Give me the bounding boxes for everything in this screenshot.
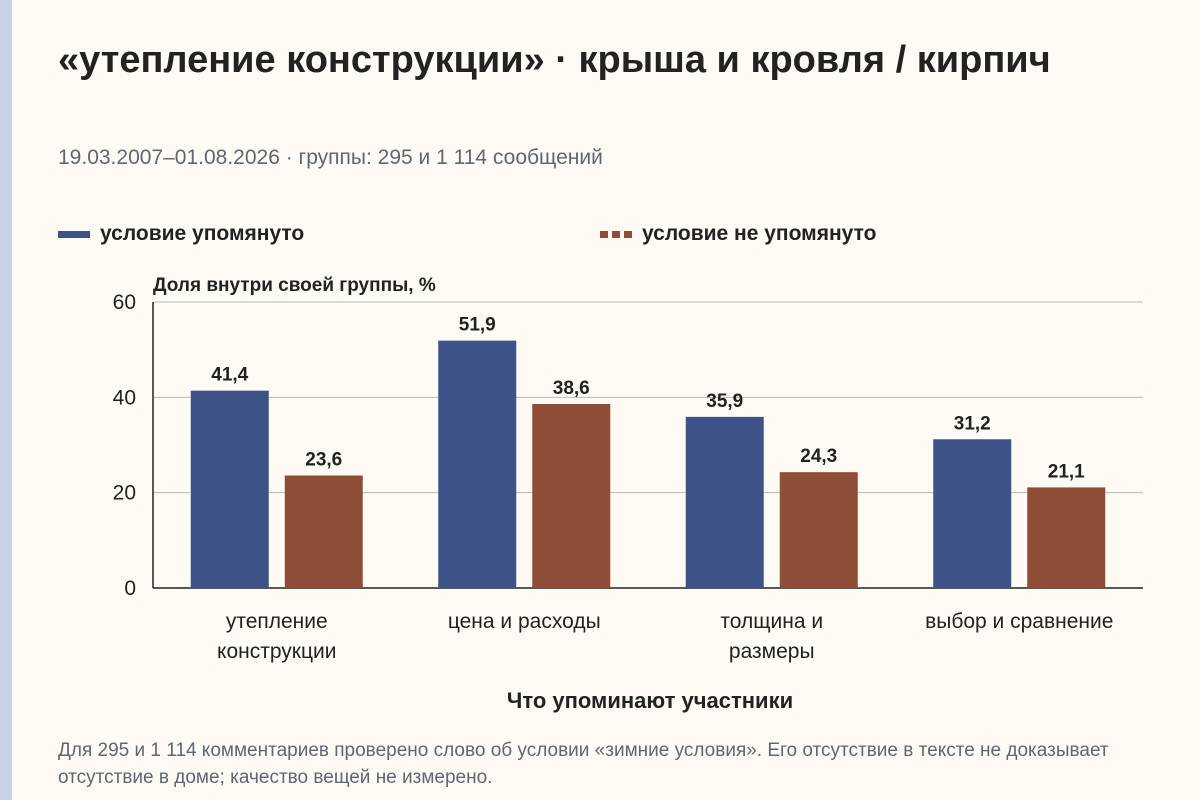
legend-item-not-mentioned: условие не упомянуто [600,220,876,248]
bar [532,404,611,588]
legend-item-mentioned: условие упомянуто [58,220,304,248]
chart-title: «утепление конструкции» · крыша и кровля… [58,39,1051,81]
bar [190,390,269,588]
data-label: 31,2 [954,413,991,434]
bar [779,472,858,588]
x-tick-label: цена и расходы [448,610,601,633]
legend-swatch-mentioned [58,230,90,238]
x-tick-label: выбор и сравнение [925,610,1113,633]
data-label: 38,6 [553,378,590,399]
legend-label-not-mentioned: условие не упомянуто [642,222,877,245]
x-axis-label: Что упоминают участники [507,688,793,713]
chart-subtitle: 19.03.2007–01.08.2026 · группы: 295 и 1 … [58,146,603,169]
x-tick-label: размеры [729,640,815,663]
y-tick-label: 20 [113,482,136,505]
bar [933,439,1012,588]
y-tick-label: 60 [113,291,136,314]
x-tick-label: конструкции [217,640,336,663]
bar [438,340,517,588]
y-axis-label: Доля внутри своей группы, % [153,275,436,296]
left-accent-strip [0,0,12,800]
data-label: 35,9 [706,391,743,412]
data-label: 21,1 [1048,461,1085,482]
bar [284,475,363,588]
legend-label-mentioned: условие упомянуто [100,222,305,245]
y-tick-label: 40 [113,386,136,409]
data-label: 51,9 [459,315,496,336]
data-label: 41,4 [211,365,248,386]
footnote: Для 295 и 1 114 комментариев проверено с… [58,740,1109,788]
legend-swatch-not-mentioned [600,230,632,238]
x-tick-label: утепление [226,610,328,633]
data-label: 24,3 [800,446,837,467]
bar [1027,487,1106,588]
x-tick-label: толщина и [720,610,823,633]
bar [685,416,764,588]
data-label: 23,6 [305,450,342,471]
y-tick-label: 0 [124,577,136,600]
